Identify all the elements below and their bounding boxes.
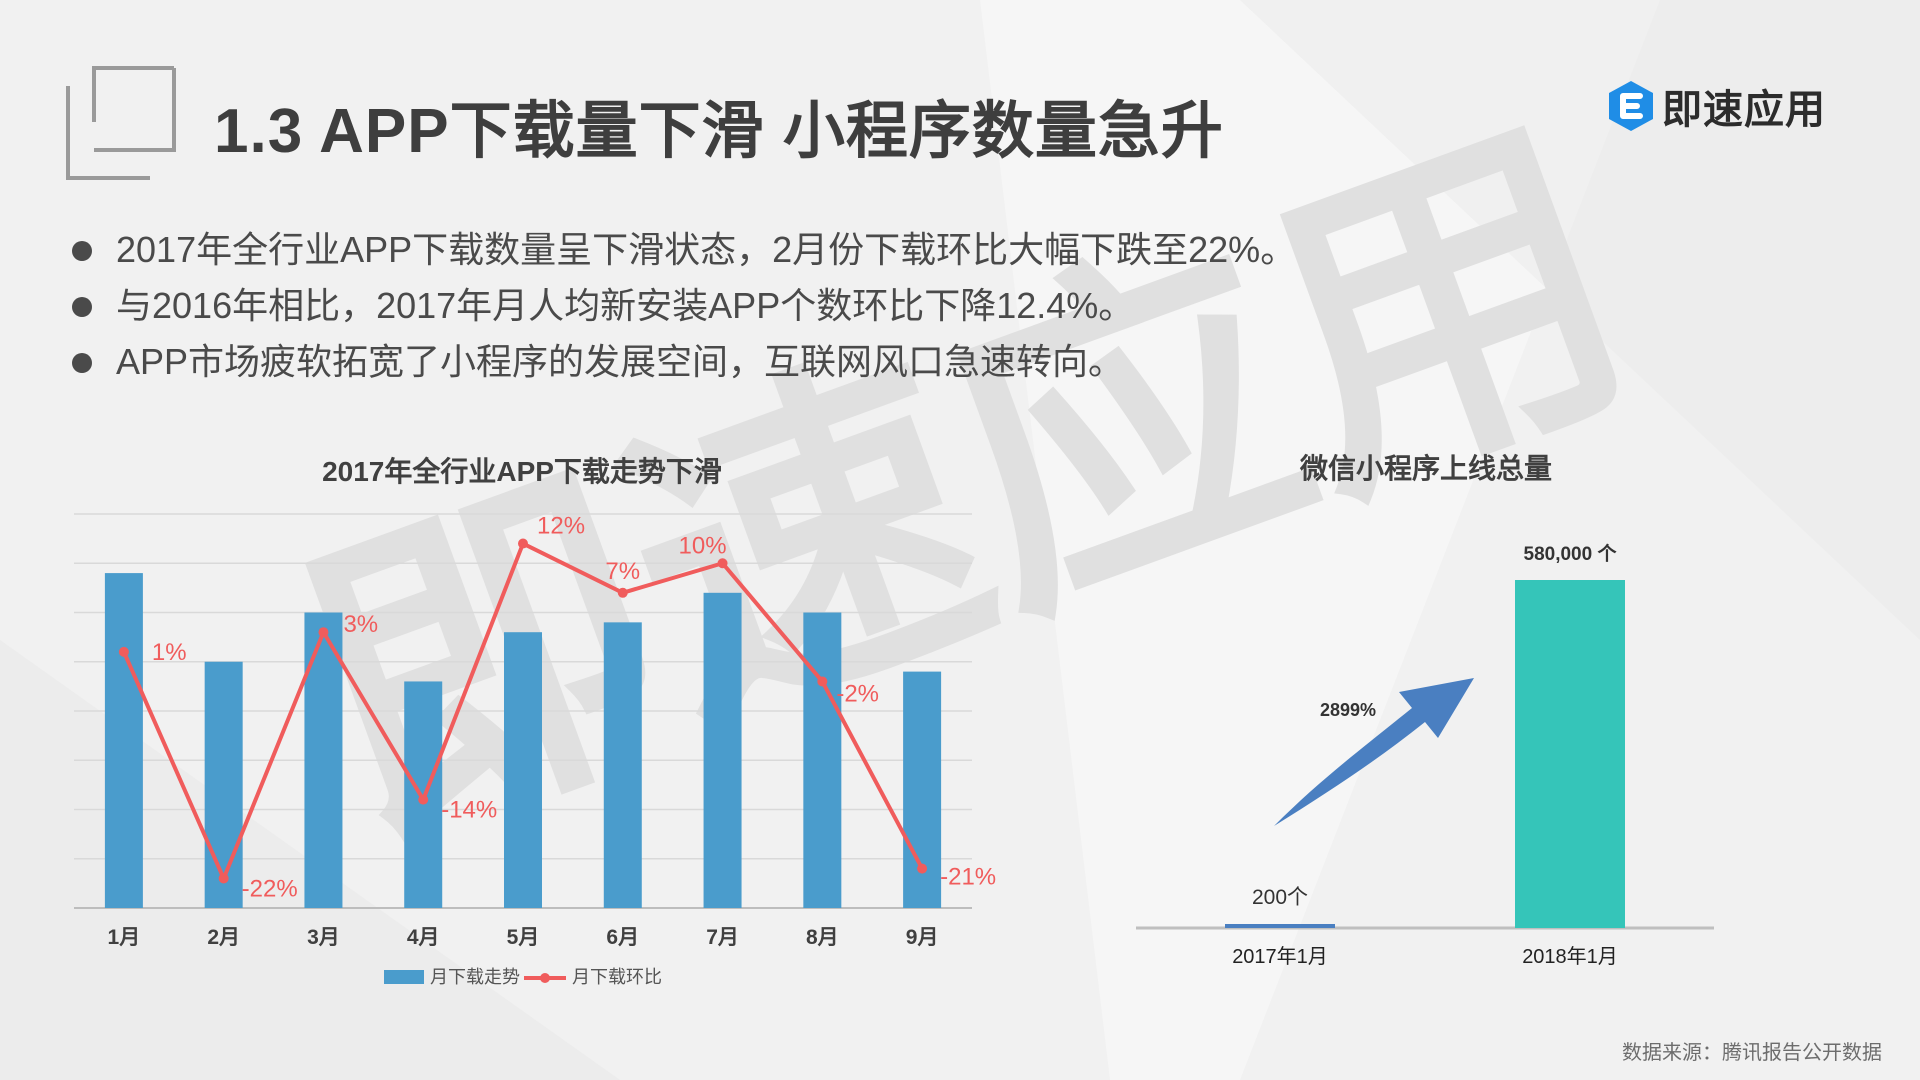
x-tick-label: 3月 [307,926,340,949]
bullet-item: 2017年全行业APP下载数量呈下滑状态，2月份下载环比大幅下跌至22%。 [72,222,1296,278]
x-tick-label: 4月 [407,926,440,949]
line-point [617,587,628,598]
x-tick-label: 1月 [108,926,141,949]
bar-monthly-download [204,661,243,908]
legend-bar-swatch [384,970,424,984]
x-tick-label: 8月 [806,926,839,949]
bar-miniprogram-total [1225,924,1335,928]
bullet-item: APP市场疲软拓宽了小程序的发展空间，互联网风口急速转向。 [72,334,1296,390]
data-source-note: 数据来源：腾讯报告公开数据 [1622,1042,1882,1064]
bar-data-label: 200个 [1252,886,1308,909]
brand-logo: 即速应用 [1606,78,1826,134]
bar-miniprogram-total [1515,580,1625,928]
line-data-label: 7% [605,558,640,585]
legend-bar-label: 月下载走势 [430,967,520,987]
line-point [917,863,928,874]
line-data-label: -14% [441,797,497,824]
line-data-label: -21% [940,864,996,891]
legend-line-marker [540,973,550,983]
bg-facet-dark [1240,0,1920,640]
line-point [218,873,229,884]
growth-arrow-icon [1274,678,1474,826]
line-data-label: -22% [242,875,298,902]
line-data-label: 3% [343,611,378,638]
legend-line-label: 月下载环比 [572,967,662,987]
page-title: 1.3 APP下载量下滑 小程序数量急升 [214,97,1224,166]
x-tick-label: 2018年1月 [1522,945,1618,968]
x-tick-label: 9月 [906,926,939,949]
line-data-label: -2% [836,680,879,707]
line-data-label: 10% [679,532,727,559]
line-point [418,794,429,805]
bullet-item: 与2016年相比，2017年月人均新安装APP个数环比下降12.4%。 [72,278,1296,334]
line-data-label: 1% [152,639,187,666]
bg-facet-light [980,0,1660,1080]
line-point [817,676,828,687]
title-bracket-icon [66,66,176,180]
brand-hexagon-icon [1609,81,1653,131]
bar-monthly-download [603,622,642,908]
line-point [717,558,728,569]
bar-monthly-download [803,612,842,908]
line-point [118,646,129,657]
line-point [518,538,528,549]
line-point [318,627,329,638]
x-tick-label: 6月 [606,926,639,949]
line-data-label: 12% [537,513,585,540]
bar-monthly-download [504,632,542,908]
x-tick-label: 5月 [507,926,540,949]
left-chart-title: 2017年全行业APP下载走势下滑 [322,456,722,487]
bullet-list: 2017年全行业APP下载数量呈下滑状态，2月份下载环比大幅下跌至22%。 与2… [72,222,1296,390]
growth-rate-label: 2899% [1320,700,1376,720]
bar-monthly-download [104,573,143,908]
bar-data-label: 580,000 个 [1524,543,1618,565]
bar-monthly-download [703,592,742,908]
right-chart-title: 微信小程序上线总量 [1299,453,1553,484]
x-tick-label: 2017年1月 [1232,945,1328,968]
brand-name: 即速应用 [1662,88,1826,132]
x-tick-label: 7月 [706,926,739,949]
x-tick-label: 2月 [207,926,240,949]
